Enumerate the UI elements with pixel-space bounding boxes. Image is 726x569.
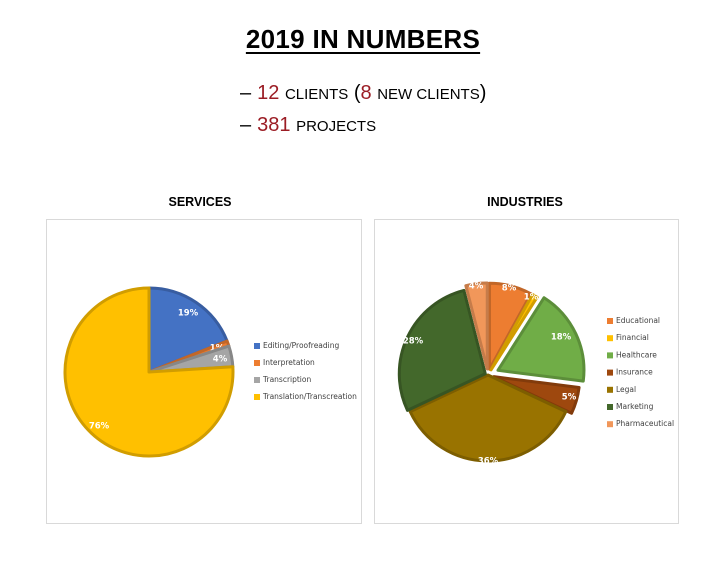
legend-swatch-pharmaceutical: [607, 421, 613, 428]
legend-swatch-transcription: [254, 377, 260, 383]
legend-swatch-interpretation: [254, 360, 260, 366]
stat-clients: –12 CLIENTS (8 NEW CLIENTS): [240, 82, 486, 105]
legend-label-interpretation: Interpretation: [263, 358, 315, 367]
data-label-financial: 1%: [524, 293, 539, 303]
clients-label: CLIENTS: [284, 86, 349, 103]
legend-label-financial: Financial: [616, 333, 649, 342]
new-clients-count: 8: [360, 82, 372, 104]
data-label-marketing: 28%: [403, 337, 424, 347]
legend-label-healthcare: Healthcare: [616, 350, 657, 359]
services-pie-chart: 19%1%4%76%Editing/ProofreadingInterpreta…: [63, 286, 357, 458]
pie-slice-editing-proofreading: [147, 286, 229, 374]
legend-label-legal: Legal: [616, 385, 636, 394]
legend-label-translation-transcreation: Translation/Transcreation: [262, 392, 357, 401]
legend-label-educational: Educational: [616, 316, 660, 325]
open-paren: (: [353, 82, 361, 104]
data-label-pharmaceutical: 4%: [469, 282, 484, 292]
legend-swatch-financial: [607, 335, 613, 342]
stat-dash: –: [240, 114, 252, 136]
pie-slice-healthcare: [496, 296, 586, 383]
legend-label-pharmaceutical: Pharmaceutical: [616, 419, 674, 428]
legend-swatch-editing-proofreading: [254, 343, 260, 349]
legend-label-marketing: Marketing: [616, 402, 654, 411]
legend-label-transcription: Transcription: [262, 375, 311, 384]
stat-dash: –: [240, 82, 252, 104]
projects-label: PROJECTS: [296, 118, 377, 135]
pie-slice-translation-transcreation: [63, 286, 235, 458]
pie-slice-financial: [489, 292, 539, 372]
close-paren: ): [479, 82, 487, 104]
legend-label-insurance: Insurance: [616, 368, 653, 377]
legend-swatch-marketing: [607, 404, 613, 410]
industries-pie-chart: 8% 1% 18% 5% 36% 28% 4% Educational Financial Hea…: [397, 281, 674, 467]
legend-swatch-healthcare: [607, 352, 613, 359]
pie-slice-educational: [487, 281, 533, 371]
services-chart-frame: 19%1%4%76%Editing/ProofreadingInterpreta…: [46, 219, 362, 524]
legend-swatch-educational: [607, 318, 613, 324]
data-label-educational: 8%: [502, 284, 517, 294]
data-label-editing-proofreading: 19%: [178, 309, 199, 319]
industries-chart-title: INDUSTRIES: [487, 195, 563, 209]
industries-chart-frame: 8% 1% 18% 5% 36% 28% 4% Educational Financial Hea…: [374, 219, 679, 524]
services-chart-title: SERVICES: [168, 195, 232, 209]
legend-swatch-legal: [607, 386, 613, 393]
pie-slice-marketing: [397, 288, 487, 412]
pie-slice-pharmaceutical: [464, 281, 489, 371]
clients-count: 12: [257, 82, 280, 104]
data-label-transcription: 4%: [213, 355, 228, 365]
projects-count: 381: [257, 114, 291, 136]
legend-swatch-translation-transcreation: [254, 394, 260, 400]
new-clients-label: NEW CLIENTS: [377, 86, 480, 103]
pie-slice-legal: [408, 373, 568, 463]
legend-swatch-insurance: [607, 369, 613, 376]
data-label-healthcare: 18%: [551, 333, 572, 343]
data-label-legal: 36%: [478, 457, 499, 467]
pie-slice-insurance: [492, 375, 581, 415]
page-title: 2019 IN NUMBERS: [245, 24, 481, 54]
stat-projects: –381 PROJECTS: [240, 114, 376, 137]
data-label-translation-transcreation: 76%: [89, 422, 110, 432]
data-label-insurance: 5%: [562, 393, 577, 403]
legend-label-editing-proofreading: Editing/Proofreading: [263, 341, 340, 350]
